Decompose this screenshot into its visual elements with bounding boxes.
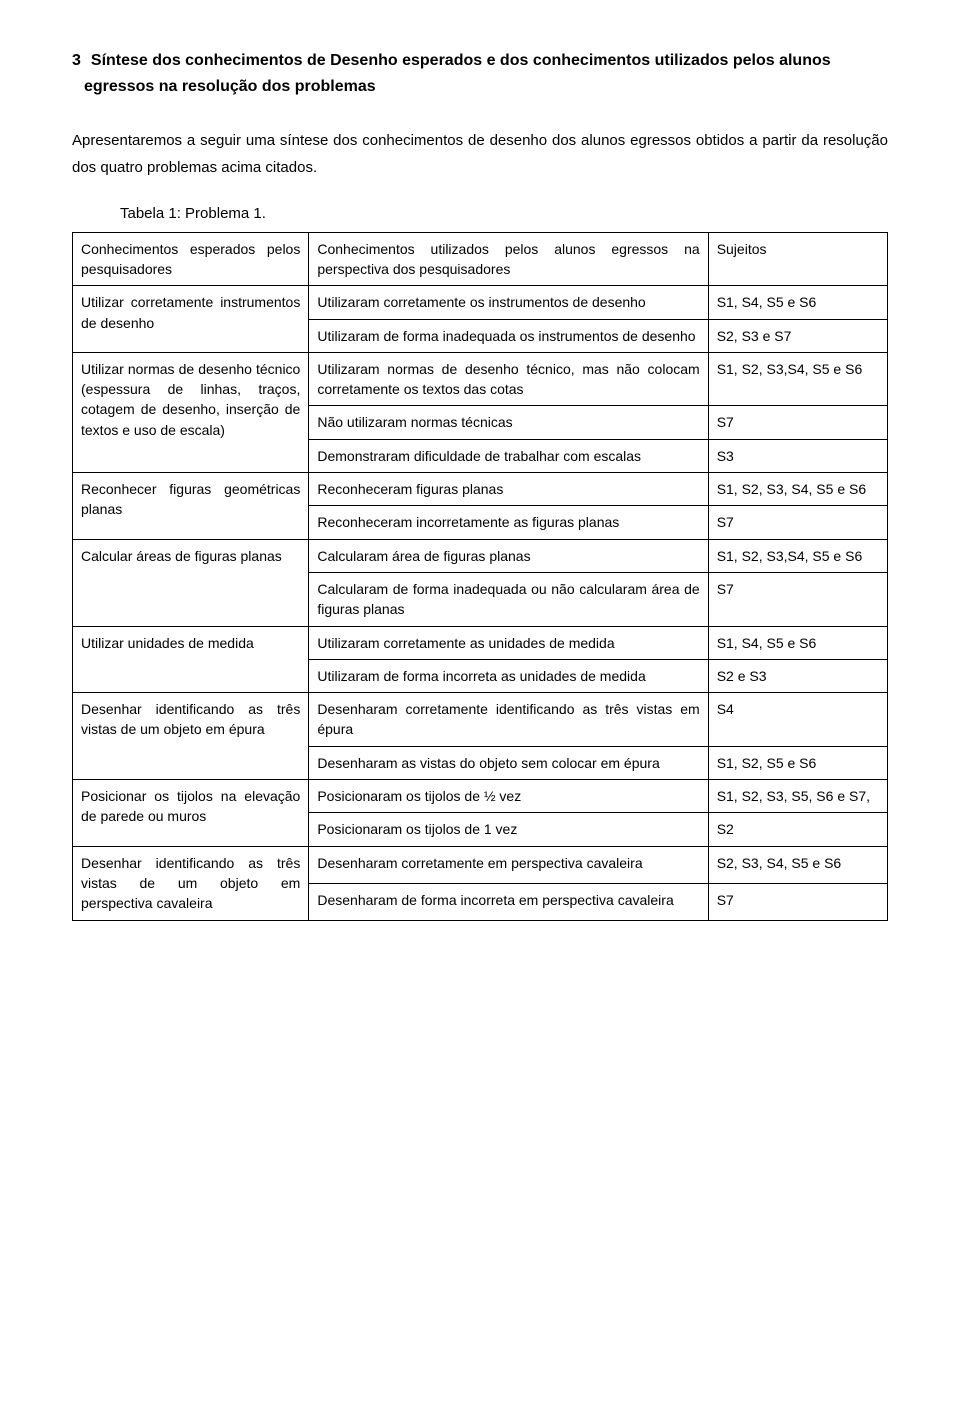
table-header-cell: Conhecimentos utilizados pelos alunos eg… xyxy=(309,232,708,286)
table-cell-subjects: S1, S2, S5 e S6 xyxy=(708,746,887,779)
table-cell-used: Posicionaram os tijolos de ½ vez xyxy=(309,780,708,813)
table-cell-used: Calcularam de forma inadequada ou não ca… xyxy=(309,572,708,626)
table-cell-used: Reconheceram figuras planas xyxy=(309,473,708,506)
section-heading: 3Síntese dos conhecimentos de Desenho es… xyxy=(72,48,888,99)
table-cell-used: Utilizaram de forma inadequada os instru… xyxy=(309,319,708,352)
table-cell-subjects: S2 xyxy=(708,813,887,846)
table-cell-subjects: S2 e S3 xyxy=(708,659,887,692)
table-cell-expected: Desenhar identificando as três vistas de… xyxy=(73,846,309,920)
table-cell-subjects: S3 xyxy=(708,439,887,472)
table-cell-subjects: S7 xyxy=(708,406,887,439)
knowledge-table: Conhecimentos esperados pelos pesquisado… xyxy=(72,232,888,921)
table-cell-subjects: S1, S4, S5 e S6 xyxy=(708,626,887,659)
intro-paragraph: Apresentaremos a seguir uma síntese dos … xyxy=(72,127,888,181)
table-cell-subjects: S4 xyxy=(708,693,887,747)
table-cell-subjects: S7 xyxy=(708,572,887,626)
table-cell-expected: Utilizar normas de desenho técnico (espe… xyxy=(73,352,309,472)
table-cell-subjects: S1, S2, S3, S5, S6 e S7, xyxy=(708,780,887,813)
table-cell-expected: Utilizar corretamente instrumentos de de… xyxy=(73,286,309,353)
table-cell-used: Desenharam corretamente em perspectiva c… xyxy=(309,846,708,883)
table-cell-used: Calcularam área de figuras planas xyxy=(309,539,708,572)
table-cell-used: Utilizaram normas de desenho técnico, ma… xyxy=(309,352,708,406)
table-cell-used: Demonstraram dificuldade de trabalhar co… xyxy=(309,439,708,472)
table-cell-used: Posicionaram os tijolos de 1 vez xyxy=(309,813,708,846)
table-cell-subjects: S2, S3 e S7 xyxy=(708,319,887,352)
table-cell-subjects: S7 xyxy=(708,883,887,920)
table-cell-used: Não utilizaram normas técnicas xyxy=(309,406,708,439)
table-cell-subjects: S1, S2, S3,S4, S5 e S6 xyxy=(708,352,887,406)
table-cell-used: Utilizaram corretamente os instrumentos … xyxy=(309,286,708,319)
table-cell-subjects: S2, S3, S4, S5 e S6 xyxy=(708,846,887,883)
table-header-cell: Sujeitos xyxy=(708,232,887,286)
heading-text: Síntese dos conhecimentos de Desenho esp… xyxy=(84,52,831,95)
table-caption: Tabela 1: Problema 1. xyxy=(72,203,888,226)
table-cell-expected: Utilizar unidades de medida xyxy=(73,626,309,693)
heading-number: 3 xyxy=(72,52,81,69)
table-cell-used: Utilizaram de forma incorreta as unidade… xyxy=(309,659,708,692)
table-cell-expected: Posicionar os tijolos na elevação de par… xyxy=(73,780,309,847)
table-cell-used: Reconheceram incorretamente as figuras p… xyxy=(309,506,708,539)
table-cell-subjects: S1, S2, S3,S4, S5 e S6 xyxy=(708,539,887,572)
table-cell-subjects: S1, S2, S3, S4, S5 e S6 xyxy=(708,473,887,506)
table-cell-subjects: S1, S4, S5 e S6 xyxy=(708,286,887,319)
table-cell-expected: Desenhar identificando as três vistas de… xyxy=(73,693,309,780)
table-cell-expected: Reconhecer figuras geométricas planas xyxy=(73,473,309,540)
table-header-cell: Conhecimentos esperados pelos pesquisado… xyxy=(73,232,309,286)
table-cell-used: Desenharam as vistas do objeto sem coloc… xyxy=(309,746,708,779)
table-cell-used: Desenharam corretamente identificando as… xyxy=(309,693,708,747)
table-cell-used: Utilizaram corretamente as unidades de m… xyxy=(309,626,708,659)
table-cell-expected: Calcular áreas de figuras planas xyxy=(73,539,309,626)
table-cell-used: Desenharam de forma incorreta em perspec… xyxy=(309,883,708,920)
table-cell-subjects: S7 xyxy=(708,506,887,539)
